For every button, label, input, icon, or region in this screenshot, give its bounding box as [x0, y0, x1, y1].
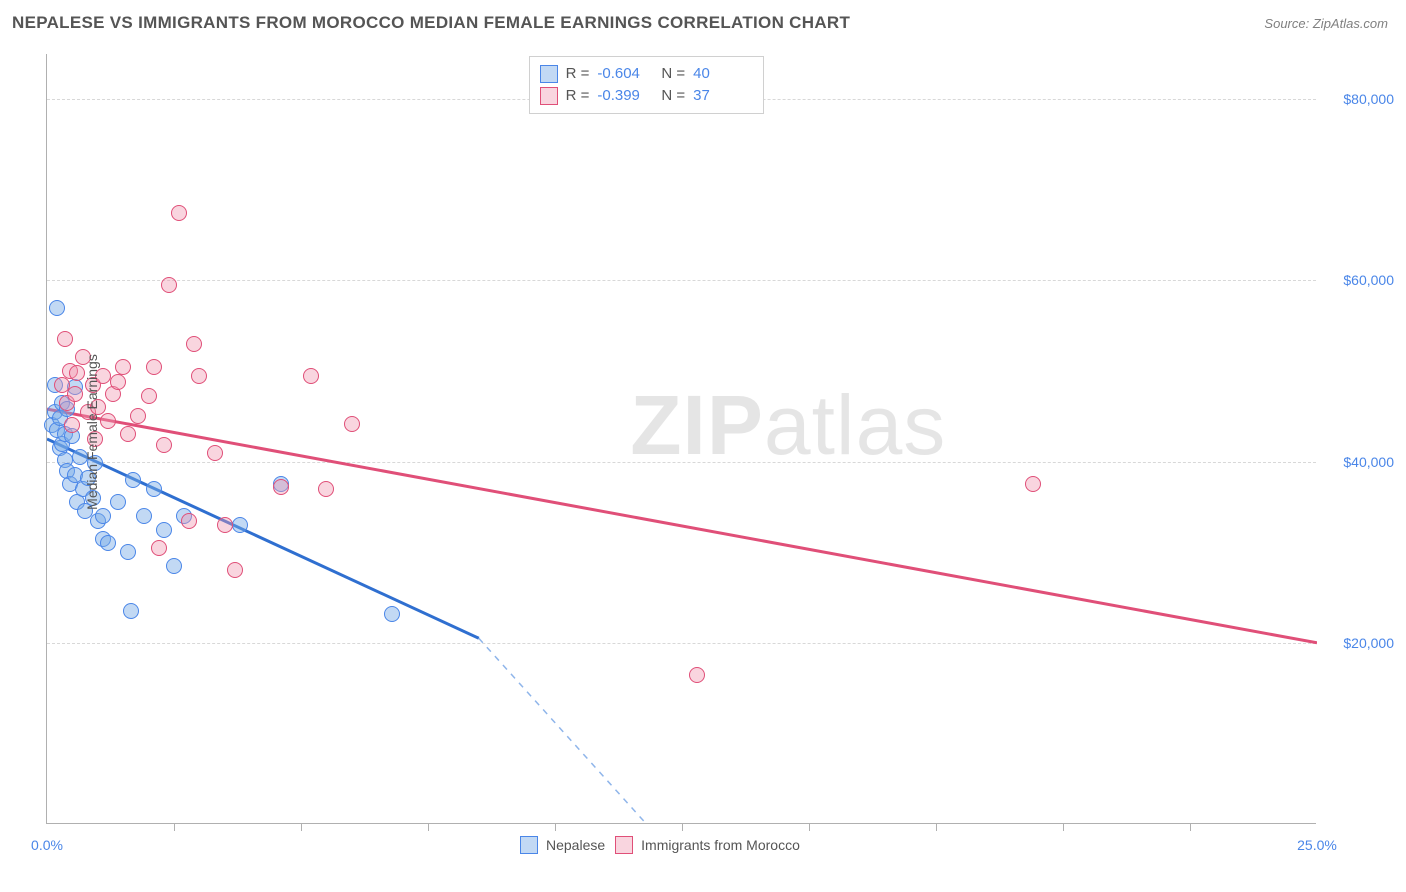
data-point-morocco — [57, 331, 73, 347]
y-tick-label: $40,000 — [1343, 454, 1394, 470]
data-point-nepalese — [146, 481, 162, 497]
legend-swatch-morocco — [540, 87, 558, 105]
series-legend: Nepalese Immigrants from Morocco — [520, 836, 800, 854]
data-point-morocco — [151, 540, 167, 556]
legend-n-label: N = — [661, 85, 685, 107]
grid-line — [47, 643, 1316, 644]
data-point-morocco — [303, 368, 319, 384]
y-tick-label: $20,000 — [1343, 635, 1394, 651]
x-tick — [428, 823, 429, 831]
x-tick — [1190, 823, 1191, 831]
y-tick-label: $80,000 — [1343, 91, 1394, 107]
data-point-morocco — [110, 374, 126, 390]
data-point-morocco — [156, 437, 172, 453]
data-point-nepalese — [123, 603, 139, 619]
data-point-morocco — [227, 562, 243, 578]
data-point-morocco — [1025, 476, 1041, 492]
legend-r-label: R = — [566, 63, 590, 85]
data-point-morocco — [130, 408, 146, 424]
data-point-morocco — [67, 386, 83, 402]
data-point-nepalese — [136, 508, 152, 524]
data-point-morocco — [181, 513, 197, 529]
data-point-morocco — [115, 359, 131, 375]
data-point-morocco — [171, 205, 187, 221]
x-tick — [301, 823, 302, 831]
legend-r-value-morocco: -0.399 — [597, 85, 653, 107]
bottom-legend-label-nepalese: Nepalese — [546, 837, 605, 853]
data-point-nepalese — [95, 508, 111, 524]
data-point-nepalese — [110, 494, 126, 510]
data-point-morocco — [689, 667, 705, 683]
data-point-nepalese — [166, 558, 182, 574]
correlation-legend: R = -0.604 N = 40 R = -0.399 N = 37 — [529, 56, 765, 114]
y-axis-title: Median Female Earnings — [84, 354, 100, 510]
data-point-morocco — [64, 417, 80, 433]
data-point-morocco — [100, 413, 116, 429]
trend-lines — [47, 54, 1317, 824]
data-point-nepalese — [125, 472, 141, 488]
grid-line — [47, 462, 1316, 463]
data-point-morocco — [191, 368, 207, 384]
data-point-morocco — [161, 277, 177, 293]
data-point-nepalese — [232, 517, 248, 533]
chart-source: Source: ZipAtlas.com — [1264, 16, 1388, 31]
data-point-morocco — [318, 481, 334, 497]
data-point-nepalese — [49, 300, 65, 316]
trend-line-dashed-nepalese — [479, 638, 647, 824]
legend-r-label: R = — [566, 85, 590, 107]
legend-row-morocco: R = -0.399 N = 37 — [540, 85, 750, 107]
bottom-legend-item-morocco: Immigrants from Morocco — [615, 836, 800, 854]
chart-title: NEPALESE VS IMMIGRANTS FROM MOROCCO MEDI… — [12, 13, 850, 33]
x-tick — [1063, 823, 1064, 831]
legend-n-value-morocco: 37 — [693, 85, 749, 107]
bottom-legend-item-nepalese: Nepalese — [520, 836, 605, 854]
data-point-nepalese — [384, 606, 400, 622]
legend-row-nepalese: R = -0.604 N = 40 — [540, 63, 750, 85]
data-point-morocco — [120, 426, 136, 442]
legend-n-label: N = — [661, 63, 685, 85]
data-point-morocco — [141, 388, 157, 404]
x-tick — [936, 823, 937, 831]
legend-n-value-nepalese: 40 — [693, 63, 749, 85]
data-point-morocco — [217, 517, 233, 533]
data-point-morocco — [186, 336, 202, 352]
bottom-legend-swatch-nepalese — [520, 836, 538, 854]
bottom-legend-swatch-morocco — [615, 836, 633, 854]
x-tick — [809, 823, 810, 831]
data-point-morocco — [273, 479, 289, 495]
scatter-plot-area: $20,000$40,000$60,000$80,0000.0%25.0% — [46, 54, 1316, 824]
data-point-nepalese — [120, 544, 136, 560]
data-point-morocco — [146, 359, 162, 375]
data-point-nepalese — [156, 522, 172, 538]
x-tick — [682, 823, 683, 831]
legend-swatch-nepalese — [540, 65, 558, 83]
data-point-nepalese — [100, 535, 116, 551]
legend-r-value-nepalese: -0.604 — [597, 63, 653, 85]
grid-line — [47, 280, 1316, 281]
data-point-morocco — [207, 445, 223, 461]
y-tick-label: $60,000 — [1343, 272, 1394, 288]
chart-header: NEPALESE VS IMMIGRANTS FROM MOROCCO MEDI… — [0, 0, 1406, 46]
bottom-legend-label-morocco: Immigrants from Morocco — [641, 837, 800, 853]
data-point-morocco — [344, 416, 360, 432]
x-tick — [174, 823, 175, 831]
x-tick-label: 25.0% — [1297, 837, 1337, 853]
x-tick-label: 0.0% — [31, 837, 63, 853]
x-tick — [555, 823, 556, 831]
